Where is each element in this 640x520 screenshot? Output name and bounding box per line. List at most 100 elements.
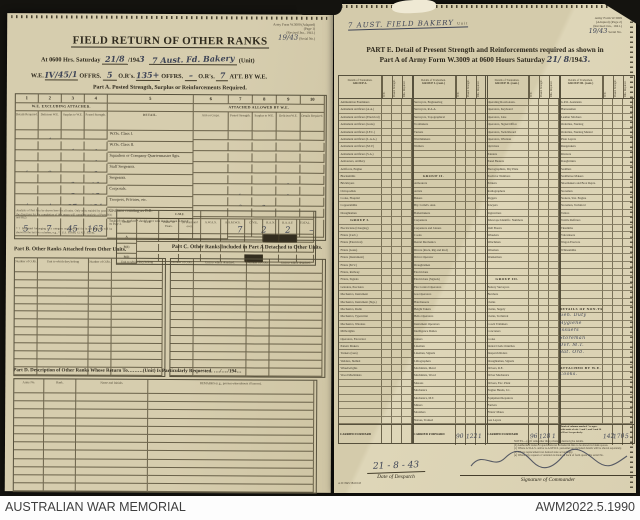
empty-cell xyxy=(246,336,270,345)
value-cell xyxy=(529,99,539,107)
value-cell: 1 xyxy=(455,217,466,225)
value-cell xyxy=(392,239,402,247)
value-cell xyxy=(612,165,623,173)
value-cell: – xyxy=(475,195,486,203)
value-cell xyxy=(382,276,392,284)
value-cell xyxy=(529,135,539,144)
handwritten-value: – xyxy=(310,193,314,196)
value-cell xyxy=(392,195,402,203)
arm-or-corps-cell xyxy=(193,197,229,207)
trade-row-label: Saddletree Makers xyxy=(559,172,603,181)
trade-row-label: Draughtsmen xyxy=(339,209,382,218)
value-cell: 1 xyxy=(612,342,623,351)
trade-row-label: Armourers, Artillery xyxy=(339,158,382,166)
trade-row-label: Fitters, Signals xyxy=(339,276,382,284)
value-cell: – xyxy=(38,141,62,151)
notes-block: NOTES.—(a) If rank other than private is… xyxy=(514,440,632,458)
value-cell xyxy=(529,239,539,247)
value-cell xyxy=(392,335,402,343)
value-cell xyxy=(549,409,559,417)
empty-cell xyxy=(43,483,76,492)
value-cell xyxy=(612,232,623,240)
value-cell xyxy=(475,232,486,240)
trade-row-label: Operators, Keyboard xyxy=(486,106,529,114)
value-cell xyxy=(549,187,559,196)
trade-row-label: Helio Operators xyxy=(412,313,456,321)
analysis-column-header: R.A.A.F. xyxy=(279,219,298,235)
trade-group-3: Details of Tradesmen. GROUP II. (cont.) W.… xyxy=(485,75,561,446)
spacer xyxy=(117,210,160,219)
trade-row-label: Despatch Riders xyxy=(486,350,529,358)
value-cell xyxy=(455,165,466,173)
value-cell xyxy=(465,187,476,196)
value-cell xyxy=(602,113,613,122)
trade-row-label: Ammunition Examiners xyxy=(339,99,382,107)
value-cell xyxy=(402,121,412,129)
handwritten-value: 122 xyxy=(465,432,478,441)
trade-row-label: Gas Layers xyxy=(486,416,529,425)
column-header: Arm or Corps. xyxy=(193,112,229,132)
value-cell: – xyxy=(622,313,633,321)
rotated-column-header: W.E. xyxy=(382,76,392,98)
value-cell xyxy=(602,416,613,425)
group-title: Details of Tradesmen. GROUP II. (cont.) xyxy=(486,76,529,98)
value-cell xyxy=(465,276,476,284)
value-cell xyxy=(392,224,402,233)
handwritten-value: – xyxy=(262,192,266,195)
value-cell xyxy=(465,328,476,336)
perforation-top-left xyxy=(11,15,328,20)
empty-cell xyxy=(88,327,112,336)
trade-row-label: Mechanics, Wireless xyxy=(339,320,382,329)
value-cell xyxy=(382,202,392,210)
value-cell xyxy=(549,128,559,136)
value-cell xyxy=(402,342,412,351)
form-ref-line: (Revised Jan., 1941.) xyxy=(593,24,622,29)
empty-cell xyxy=(37,319,89,328)
handwritten-value: – xyxy=(286,204,290,207)
handwritten-trade-label: Issuers xyxy=(559,328,603,336)
trade-row-label: Wagon Erectors xyxy=(559,239,603,247)
empty-cell xyxy=(14,335,38,344)
value-cell xyxy=(612,187,623,196)
value-cell xyxy=(455,305,466,314)
value-cell xyxy=(465,224,476,233)
carried-forward-label: CARRIED FORWARD xyxy=(486,425,529,446)
value-cell xyxy=(529,202,539,210)
value-cell: 4 xyxy=(622,350,633,358)
value-cell xyxy=(475,342,486,351)
value-cell xyxy=(382,150,392,159)
trade-row-label: Tailors xyxy=(559,209,603,218)
value-cell xyxy=(602,224,613,233)
value-cell xyxy=(455,402,466,410)
empty-cell xyxy=(75,483,148,493)
value-cell xyxy=(529,268,539,277)
value-cell xyxy=(602,387,613,395)
column-header: Army No. xyxy=(14,379,45,394)
value-cell xyxy=(392,99,402,107)
footer-total-cell: 5 xyxy=(623,425,633,446)
value-cell xyxy=(455,143,466,151)
empty-cell xyxy=(88,319,112,328)
value-cell: – xyxy=(622,335,633,343)
value-cell xyxy=(622,165,633,173)
trade-row-label: Mechanics, Typewriter xyxy=(339,313,382,321)
value-cell xyxy=(539,283,549,292)
handwritten-value: – xyxy=(24,147,28,150)
trade-group-2: Details of Tradesmen. GROUP I. (cont.) W.E… xyxy=(411,75,488,446)
empty-cell xyxy=(170,280,194,289)
empty-cell xyxy=(44,426,77,435)
value-cell xyxy=(539,246,549,255)
handwritten-value: – xyxy=(47,158,51,161)
trade-row-label: Butchers xyxy=(486,291,529,299)
value-cell xyxy=(549,291,559,299)
empty-cell xyxy=(111,280,163,289)
value-cell xyxy=(465,372,476,380)
value-cell xyxy=(382,106,392,114)
signature-scrawl xyxy=(470,448,628,469)
unit-label: Unit xyxy=(457,20,469,26)
value-cell xyxy=(455,172,466,181)
trade-row-label: Draughtsmen xyxy=(412,261,456,269)
analysis-column-header: CIVIL. xyxy=(245,219,264,235)
value-cell xyxy=(465,342,476,351)
value-cell xyxy=(475,298,486,306)
